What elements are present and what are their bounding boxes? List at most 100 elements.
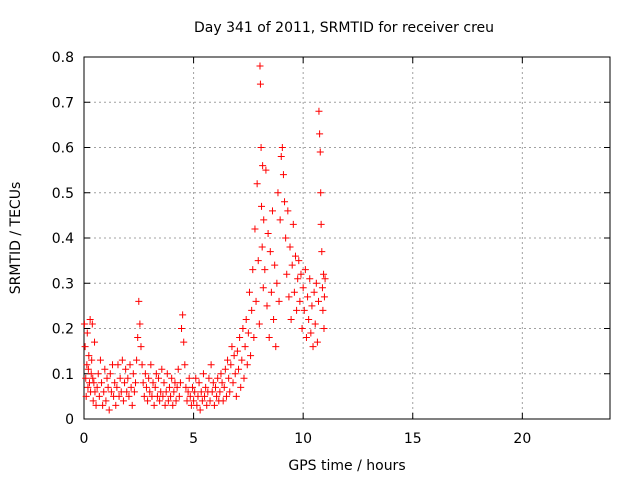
data-point (138, 361, 146, 369)
data-point (141, 370, 149, 378)
data-point (105, 406, 113, 414)
data-point (174, 365, 182, 373)
data-point (310, 288, 318, 296)
data-point (213, 392, 221, 400)
data-point (161, 401, 169, 409)
data-point (259, 162, 267, 170)
data-point (283, 270, 291, 278)
data-point (282, 234, 290, 242)
data-point (288, 261, 296, 269)
data-point (315, 297, 323, 305)
data-point (134, 334, 142, 342)
data-point (196, 406, 204, 414)
data-point (231, 370, 239, 378)
data-point (89, 397, 97, 405)
data-point (248, 306, 256, 314)
data-point (321, 275, 329, 283)
data-point (165, 383, 173, 391)
data-point (104, 383, 112, 391)
data-point (276, 216, 284, 224)
data-point (308, 302, 316, 310)
data-point (285, 293, 293, 301)
data-point (198, 397, 206, 405)
data-point (264, 229, 272, 237)
data-point (169, 401, 177, 409)
data-point (179, 311, 187, 319)
y-tick-label: 0.1 (52, 367, 74, 383)
data-point (184, 388, 192, 396)
data-point (316, 148, 324, 156)
data-point (163, 370, 171, 378)
data-point (258, 243, 266, 251)
data-point (93, 383, 101, 391)
data-point (291, 252, 299, 260)
data-point (209, 379, 217, 387)
data-point (271, 261, 279, 269)
data-point (265, 334, 273, 342)
data-point (249, 266, 257, 274)
data-point (273, 279, 281, 287)
data-point (227, 361, 235, 369)
data-point (267, 288, 275, 296)
data-point (197, 388, 205, 396)
data-point (277, 153, 285, 161)
data-point (80, 320, 88, 328)
data-point (219, 397, 227, 405)
data-point (158, 365, 166, 373)
data-point (281, 198, 289, 206)
data-point (125, 392, 133, 400)
data-point (122, 365, 130, 373)
data-point (121, 379, 129, 387)
data-point (226, 388, 234, 396)
data-point (155, 374, 163, 382)
data-point (244, 329, 252, 337)
x-tick-label: 0 (80, 431, 89, 447)
data-point (307, 329, 315, 337)
data-point (233, 347, 241, 355)
data-point (82, 374, 90, 382)
y-tick-label: 0.8 (52, 50, 74, 66)
data-point (317, 220, 325, 228)
data-point (202, 383, 210, 391)
data-point (86, 315, 94, 323)
data-point (316, 130, 324, 138)
y-tick-label: 0.6 (52, 141, 74, 157)
data-point (99, 401, 107, 409)
data-point (240, 374, 248, 382)
data-point (222, 392, 230, 400)
data-point (159, 392, 167, 400)
data-point (175, 392, 183, 400)
data-point (295, 257, 303, 265)
data-point (207, 361, 215, 369)
data-point (160, 379, 168, 387)
data-point (261, 266, 269, 274)
data-point (87, 370, 95, 378)
data-point (170, 388, 178, 396)
data-point (83, 329, 91, 337)
data-point (191, 388, 199, 396)
data-point (156, 397, 164, 405)
y-tick-label: 0.5 (52, 186, 74, 202)
x-tick-label: 15 (404, 431, 422, 447)
data-point (229, 379, 237, 387)
data-point (194, 392, 202, 400)
data-point (272, 343, 280, 351)
data-point (128, 401, 136, 409)
data-point (320, 325, 328, 332)
data-point (256, 62, 264, 70)
data-point (150, 401, 158, 409)
data-point (245, 288, 253, 296)
data-point (268, 207, 276, 215)
data-point (212, 383, 219, 391)
data-point (251, 225, 259, 233)
data-point (286, 243, 294, 251)
data-point (263, 302, 271, 310)
grid-lines (84, 57, 610, 419)
data-point (107, 388, 115, 396)
data-point (84, 365, 92, 373)
data-point (88, 320, 96, 328)
data-point (123, 388, 131, 396)
data-point (232, 392, 240, 400)
data-point (252, 297, 260, 305)
data-point (306, 275, 314, 283)
